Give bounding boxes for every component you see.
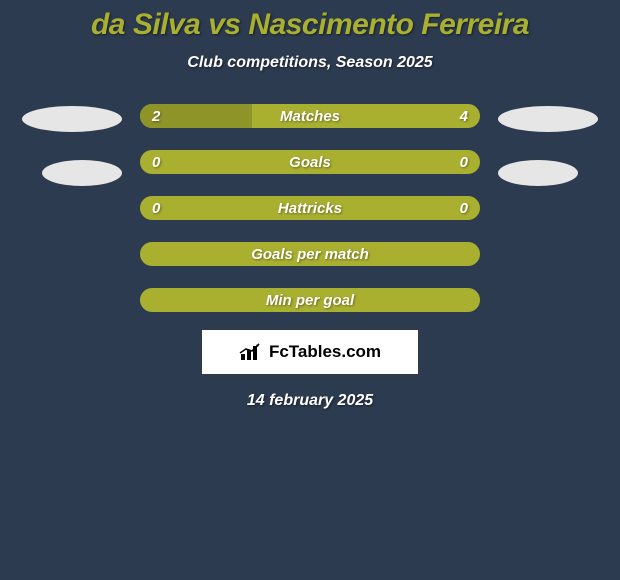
stat-value-left: 0 <box>152 150 160 174</box>
page-title: da Silva vs Nascimento Ferreira <box>91 8 529 42</box>
stat-bar: Goals0 0 <box>140 150 480 174</box>
comparison-infographic: da Silva vs Nascimento Ferreira Club com… <box>0 0 620 410</box>
left-ovals <box>22 104 122 186</box>
stat-bar-fill <box>140 104 252 128</box>
stat-label: Min per goal <box>140 288 480 312</box>
stat-bar: Matches24 <box>140 104 480 128</box>
stat-label: Goals <box>140 150 480 174</box>
footer-date: 14 february 2025 <box>247 392 373 410</box>
player-oval <box>498 106 598 132</box>
stat-label: Hattricks <box>140 196 480 220</box>
stat-bars: Matches24Goals00Hattricks00Goals per mat… <box>140 104 480 312</box>
stat-value-right: 0 <box>460 196 468 220</box>
stat-bar: Hattricks0 0 <box>140 196 480 220</box>
stat-bar: Min per goal <box>140 288 480 312</box>
right-ovals <box>498 104 598 186</box>
stat-label: Goals per match <box>140 242 480 266</box>
logo-text: FcTables.com <box>269 342 381 362</box>
bar-chart-icon <box>239 342 263 362</box>
stat-value-right: 4 <box>460 104 468 128</box>
player-oval <box>22 106 122 132</box>
chart-area: Matches24Goals00Hattricks00Goals per mat… <box>0 104 620 312</box>
stat-value-right: 0 <box>460 150 468 174</box>
page-subtitle: Club competitions, Season 2025 <box>187 54 432 72</box>
stat-value-left: 0 <box>152 196 160 220</box>
stat-bar: Goals per match <box>140 242 480 266</box>
player-oval <box>42 160 122 186</box>
player-oval <box>498 160 578 186</box>
logo-box: FcTables.com <box>202 330 418 374</box>
